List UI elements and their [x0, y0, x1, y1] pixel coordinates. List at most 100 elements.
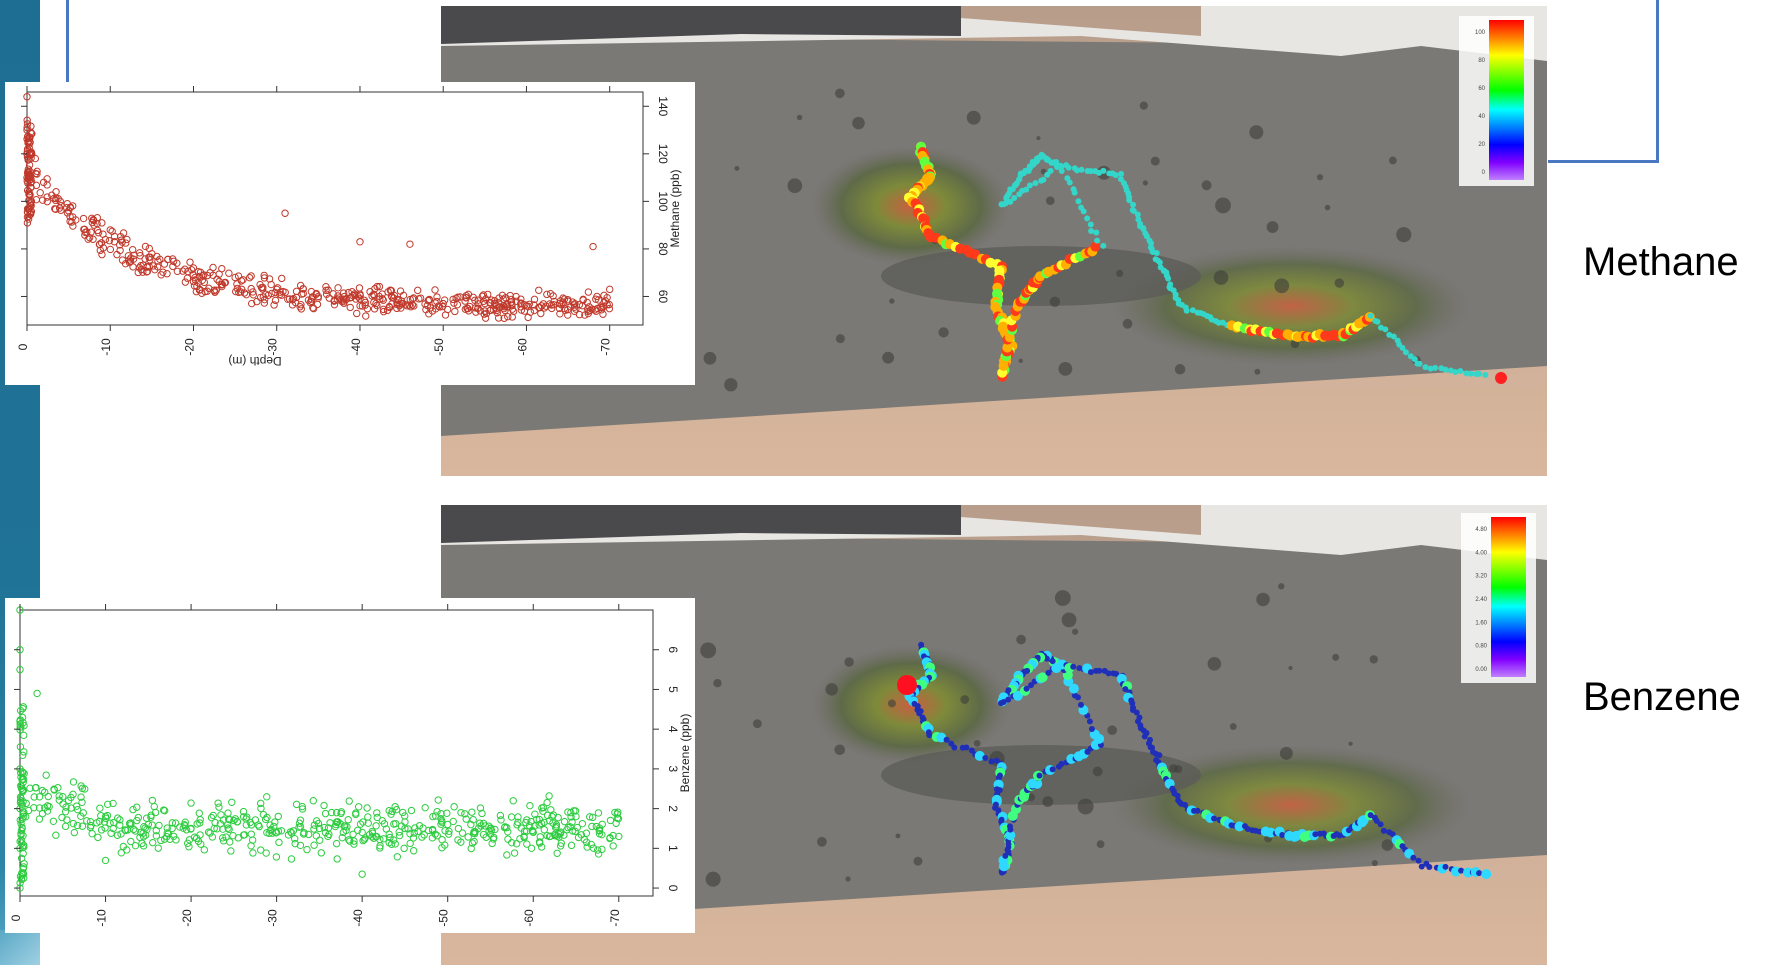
data-point [256, 799, 265, 808]
data-point [470, 837, 478, 846]
data-point [322, 282, 330, 291]
seafloor-pit [1316, 174, 1324, 181]
data-point [31, 784, 40, 792]
data-point [77, 793, 85, 801]
data-point [429, 812, 437, 821]
track-point [1380, 827, 1387, 834]
data-point [526, 801, 534, 810]
track-point [926, 732, 933, 739]
data-point [598, 830, 606, 839]
data-point [545, 792, 553, 800]
data-point [388, 300, 396, 308]
data-point [279, 287, 287, 296]
y-tick-label: 0 [666, 885, 680, 892]
data-point [594, 809, 603, 817]
y-tick-label: 120 [656, 144, 670, 164]
y-tick-label: 5 [666, 686, 680, 693]
data-point [508, 313, 516, 321]
seafloor-pit [1077, 798, 1094, 815]
track-point [1023, 186, 1030, 193]
track-point [1442, 366, 1449, 373]
data-point [395, 831, 404, 840]
data-point [192, 834, 201, 842]
track-point [1481, 869, 1492, 880]
data-point [600, 291, 608, 300]
data-point [26, 191, 34, 199]
data-point [17, 784, 26, 793]
track-point [1004, 846, 1011, 853]
data-point [476, 804, 485, 812]
track-point [1432, 364, 1439, 371]
data-point [292, 287, 301, 296]
data-point [497, 816, 505, 824]
data-point [571, 827, 579, 836]
frame-line-right [1656, 0, 1659, 163]
track-point [1058, 760, 1065, 767]
track-point [1219, 319, 1226, 326]
data-point [593, 846, 602, 854]
data-point [495, 303, 504, 312]
data-point [89, 215, 98, 224]
track-point [1382, 326, 1389, 333]
data-point [19, 719, 27, 727]
data-point [591, 306, 599, 314]
x-tick-label: -20 [182, 338, 196, 356]
data-point [109, 824, 117, 833]
data-point [356, 238, 364, 246]
data-point [296, 841, 305, 850]
data-point [147, 811, 155, 820]
x-tick-label: -30 [266, 909, 280, 927]
data-point [18, 815, 26, 823]
data-point [69, 222, 77, 230]
track-point [1003, 195, 1010, 202]
data-point [409, 294, 418, 302]
data-point [316, 836, 324, 844]
data-point [163, 824, 171, 832]
data-point [615, 832, 623, 841]
data-point [588, 305, 596, 313]
x-tick-label: -40 [351, 909, 365, 927]
data-point [257, 283, 266, 292]
data-point [527, 844, 536, 852]
data-point [327, 808, 336, 817]
data-point [380, 820, 389, 828]
data-point [535, 286, 543, 294]
data-point [214, 799, 222, 807]
data-point [163, 270, 171, 278]
track-point [968, 747, 975, 754]
data-point [409, 847, 418, 855]
data-point [494, 314, 503, 322]
data-point [139, 832, 148, 841]
data-point [16, 872, 25, 881]
data-point [310, 825, 318, 833]
data-point [463, 304, 471, 312]
data-point [321, 828, 330, 837]
data-point [260, 295, 269, 304]
data-point [179, 824, 187, 832]
data-point [192, 287, 201, 296]
data-point [609, 842, 617, 850]
data-point [535, 838, 544, 846]
data-point [393, 299, 401, 307]
seafloor-pit [1049, 296, 1061, 307]
track-point [1156, 752, 1163, 759]
data-point [251, 816, 260, 824]
seafloor-pit [1142, 180, 1148, 186]
data-point [267, 289, 276, 298]
data-point [66, 204, 74, 212]
track-point [1105, 670, 1112, 677]
data-point [106, 226, 114, 234]
data-point [272, 853, 281, 861]
data-point [168, 819, 177, 827]
data-point [96, 804, 104, 812]
data-point [52, 188, 60, 196]
data-point [485, 822, 493, 830]
data-point [356, 295, 364, 303]
data-point [551, 823, 560, 832]
data-point [224, 815, 233, 823]
data-point [93, 819, 101, 827]
data-point [478, 809, 486, 818]
data-point [213, 275, 221, 283]
data-point [240, 289, 249, 297]
data-point [582, 829, 591, 837]
